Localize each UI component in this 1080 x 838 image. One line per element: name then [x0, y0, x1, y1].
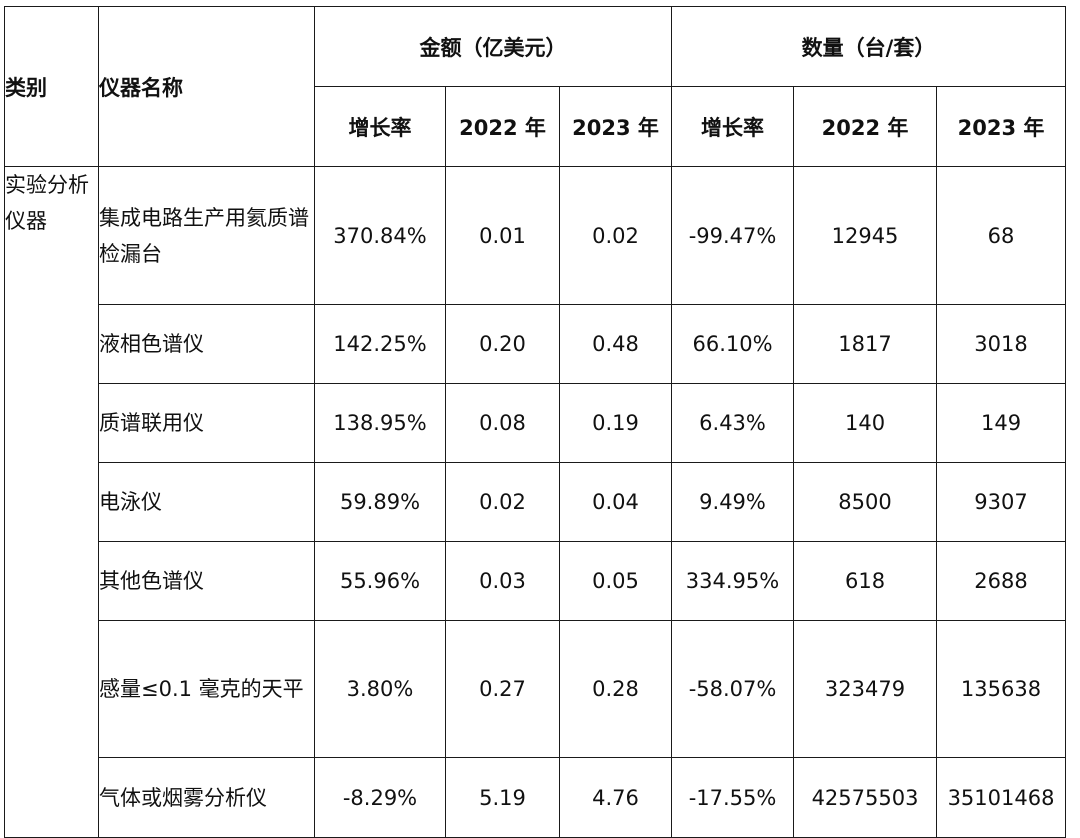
header-quantity-group: 数量（台/套） — [671, 6, 1067, 87]
quantity-growth-cell: 6.43% — [671, 383, 795, 463]
table-row: 质谱联用仪 138.95% 0.08 0.19 6.43% 140 149 — [5, 383, 1067, 463]
header-quantity-2023: 2023 年 — [936, 86, 1067, 167]
amount-2022-cell: 0.01 — [445, 166, 560, 305]
header-instrument-name: 仪器名称 — [98, 6, 315, 167]
quantity-2023-cell: 149 — [936, 383, 1067, 463]
amount-2023-cell: 0.02 — [558, 166, 673, 305]
quantity-2023-cell: 9307 — [936, 462, 1067, 542]
amount-growth-cell: 370.84% — [314, 166, 446, 305]
amount-growth-cell: 142.25% — [314, 304, 446, 384]
amount-2023-cell: 4.76 — [558, 757, 673, 838]
header-row-1: 类别 仪器名称 金额（亿美元） 数量（台/套） — [4, 6, 1067, 167]
instrument-name-cell: 集成电路生产用氦质谱检漏台 — [98, 166, 315, 305]
category-cell: 实验分析仪器 — [4, 166, 99, 838]
instrument-name-cell: 其他色谱仪 — [98, 541, 315, 621]
amount-2023-cell: 0.04 — [558, 462, 673, 542]
table-row: 其他色谱仪 55.96% 0.03 0.05 334.95% 618 2688 — [5, 541, 1067, 621]
amount-growth-cell: 55.96% — [314, 541, 446, 621]
quantity-2023-cell: 3018 — [936, 304, 1067, 384]
header-amount-2023: 2023 年 — [558, 86, 673, 167]
quantity-growth-cell: 66.10% — [671, 304, 795, 384]
amount-2022-cell: 0.08 — [445, 383, 560, 463]
quantity-2022-cell: 618 — [793, 541, 938, 621]
amount-2022-cell: 0.02 — [445, 462, 560, 542]
amount-2022-cell: 0.20 — [445, 304, 560, 384]
table-row: 气体或烟雾分析仪 -8.29% 5.19 4.76 -17.55% 425755… — [5, 757, 1067, 838]
header-category: 类别 — [4, 6, 99, 167]
amount-2022-cell: 0.27 — [445, 620, 560, 758]
quantity-growth-cell: 9.49% — [671, 462, 795, 542]
quantity-growth-cell: -17.55% — [671, 757, 795, 838]
table-row: 液相色谱仪 142.25% 0.20 0.48 66.10% 1817 3018 — [5, 304, 1067, 384]
header-quantity-growth: 增长率 — [671, 86, 795, 167]
quantity-2022-cell: 12945 — [793, 166, 938, 305]
quantity-2023-cell: 2688 — [936, 541, 1067, 621]
quantity-2023-cell: 35101468 — [936, 757, 1067, 838]
table-row: 感量≤0.1 毫克的天平 3.80% 0.27 0.28 -58.07% 323… — [5, 620, 1067, 758]
instrument-name-cell: 质谱联用仪 — [98, 383, 315, 463]
amount-2022-cell: 5.19 — [445, 757, 560, 838]
quantity-growth-cell: -58.07% — [671, 620, 795, 758]
amount-2023-cell: 0.19 — [558, 383, 673, 463]
header-amount-2022: 2022 年 — [445, 86, 560, 167]
header-quantity-2022: 2022 年 — [793, 86, 938, 167]
quantity-2023-cell: 135638 — [936, 620, 1067, 758]
table-row: 电泳仪 59.89% 0.02 0.04 9.49% 8500 9307 — [5, 462, 1067, 542]
amount-growth-cell: 3.80% — [314, 620, 446, 758]
instrument-trade-table: 类别 仪器名称 金额（亿美元） 数量（台/套） 增长率 2022 年 2023 … — [4, 6, 1067, 838]
quantity-2022-cell: 1817 — [793, 304, 938, 384]
amount-2022-cell: 0.03 — [445, 541, 560, 621]
table-row: 实验分析仪器 集成电路生产用氦质谱检漏台 370.84% 0.01 0.02 -… — [4, 166, 1067, 838]
instrument-name-cell: 电泳仪 — [98, 462, 315, 542]
quantity-2022-cell: 8500 — [793, 462, 938, 542]
amount-growth-cell: -8.29% — [314, 757, 446, 838]
quantity-2023-cell: 68 — [936, 166, 1067, 305]
amount-growth-cell: 59.89% — [314, 462, 446, 542]
quantity-growth-cell: 334.95% — [671, 541, 795, 621]
quantity-2022-cell: 42575503 — [793, 757, 938, 838]
amount-2023-cell: 0.48 — [558, 304, 673, 384]
amount-2023-cell: 0.28 — [558, 620, 673, 758]
amount-growth-cell: 138.95% — [314, 383, 446, 463]
quantity-2022-cell: 323479 — [793, 620, 938, 758]
instrument-name-cell: 液相色谱仪 — [98, 304, 315, 384]
instrument-name-cell: 感量≤0.1 毫克的天平 — [98, 620, 315, 758]
quantity-2022-cell: 140 — [793, 383, 938, 463]
instrument-name-cell: 气体或烟雾分析仪 — [98, 757, 315, 838]
quantity-growth-cell: -99.47% — [671, 166, 795, 305]
amount-2023-cell: 0.05 — [558, 541, 673, 621]
header-amount-group: 金额（亿美元） — [313, 6, 673, 87]
header-amount-growth: 增长率 — [314, 86, 446, 167]
